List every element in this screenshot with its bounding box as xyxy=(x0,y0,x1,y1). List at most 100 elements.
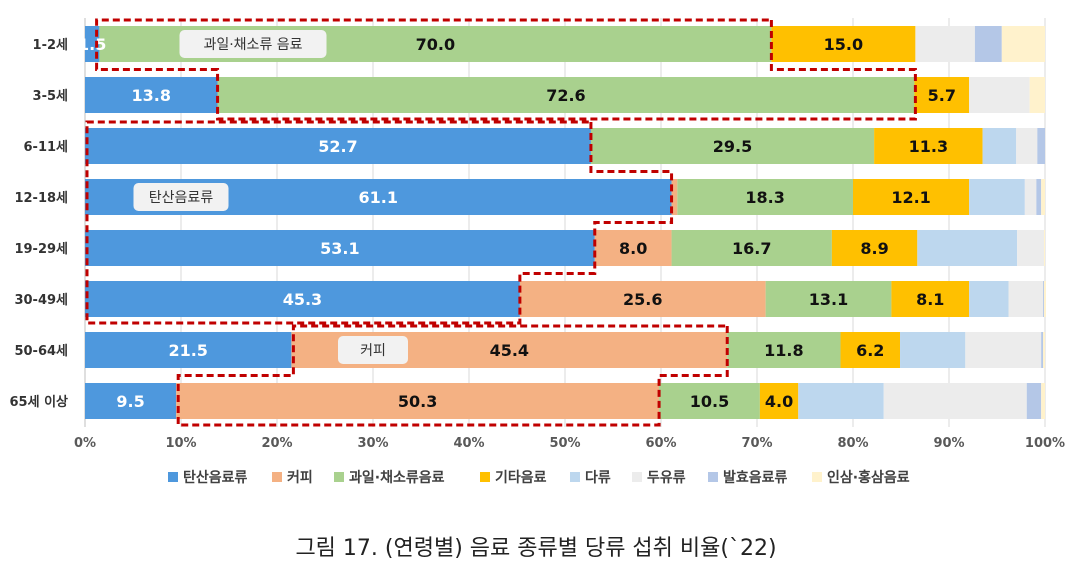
bar-segment xyxy=(590,128,875,164)
highlight-outline xyxy=(176,324,729,427)
data-label: 25.6 xyxy=(623,290,662,309)
annotation-box xyxy=(338,336,408,364)
data-label: 70.0 xyxy=(416,35,455,54)
bar-segment xyxy=(759,383,799,419)
data-label: 13.1 xyxy=(809,290,848,309)
legend-swatch xyxy=(480,472,490,482)
data-label: 4.0 xyxy=(765,392,793,411)
bar-segment xyxy=(1008,281,1044,317)
bar-segment xyxy=(982,128,1017,164)
y-tick-label: 1-2세 xyxy=(33,38,68,53)
y-tick-label: 65세 이상 xyxy=(10,394,69,410)
bar-segment xyxy=(1036,179,1042,215)
x-axis: 0% 10% 20% 30% 40% 50% 60% 70% 80% 90% 100% xyxy=(74,436,1065,451)
data-label: 72.6 xyxy=(546,86,585,105)
legend-swatch xyxy=(812,472,822,482)
legend-swatch xyxy=(570,472,580,482)
data-label: 11.8 xyxy=(764,341,803,360)
bar-segment xyxy=(798,383,884,419)
legend-swatch xyxy=(334,472,344,482)
bar-segment xyxy=(85,281,520,317)
bar-segment xyxy=(914,77,970,113)
data-label: 45.4 xyxy=(490,341,529,360)
bar-segment xyxy=(594,230,672,266)
bar-segment xyxy=(915,26,975,62)
data-label: 11.3 xyxy=(909,137,948,156)
bar-segment xyxy=(671,230,832,266)
bar-segment xyxy=(85,77,218,113)
data-label: 8.9 xyxy=(860,239,888,258)
x-tick-label: 80% xyxy=(837,436,868,451)
bar-segment xyxy=(1024,179,1037,215)
bar-segment xyxy=(917,230,1018,266)
bar-segment xyxy=(883,383,1027,419)
legend: 탄산음료류 커피 과일·채소류음료 기타음료 다류 두유류 발효음료류 인삼·홍삼음료 xyxy=(168,469,910,486)
y-tick-label: 30-49세 xyxy=(14,293,68,308)
annotation-box xyxy=(133,183,229,211)
highlight-outline xyxy=(95,18,917,121)
highlight-outline xyxy=(85,120,674,325)
bar-segment xyxy=(969,281,1009,317)
legend-label: 발효음료류 xyxy=(723,469,788,486)
data-label: 18.3 xyxy=(745,188,784,207)
bar-segment xyxy=(85,332,292,368)
data-label: 61.1 xyxy=(359,188,398,207)
x-tick-label: 20% xyxy=(261,436,292,451)
data-label: 15.0 xyxy=(824,35,863,54)
x-tick-label: 50% xyxy=(549,436,580,451)
data-label: 53.1 xyxy=(320,239,359,258)
bar-segment xyxy=(840,332,901,368)
y-tick-label: 6-11세 xyxy=(24,140,69,155)
data-label: 29.5 xyxy=(713,137,752,156)
annotation-text: 과일·채소류 음료 xyxy=(203,37,302,53)
bar-segment xyxy=(1043,281,1045,317)
bar-segment xyxy=(1041,332,1044,368)
y-tick-label: 3-5세 xyxy=(33,89,68,104)
x-tick-label: 70% xyxy=(741,436,772,451)
bar-segment xyxy=(874,128,983,164)
x-tick-label: 90% xyxy=(933,436,964,451)
data-labels: 1.5 70.0 15.0 13.8 72.6 5.7 52.7 29.5 11.3 61.1 18… xyxy=(78,35,956,411)
data-label: 52.7 xyxy=(318,137,357,156)
legend-swatch xyxy=(272,472,282,482)
bar-segment xyxy=(1043,332,1045,368)
bar-segment xyxy=(969,77,1030,113)
annotation-text: 탄산음료류 xyxy=(149,190,214,206)
bar-segment xyxy=(85,230,595,266)
legend-swatch xyxy=(708,472,718,482)
bar-segment xyxy=(831,230,918,266)
bar-segment xyxy=(1041,179,1045,215)
bar-segment xyxy=(1001,26,1045,62)
bar-segment xyxy=(519,281,766,317)
bar-segment xyxy=(85,383,177,419)
data-label: 1.5 xyxy=(78,35,106,54)
y-tick-label: 12-18세 xyxy=(14,191,68,206)
data-label: 5.7 xyxy=(928,86,956,105)
data-label: 12.1 xyxy=(891,188,930,207)
data-label: 45.3 xyxy=(283,290,322,309)
legend-label: 과일·채소류음료 xyxy=(349,470,445,486)
bar-segment xyxy=(1041,383,1045,419)
data-label: 9.5 xyxy=(116,392,144,411)
bar-segment xyxy=(974,26,1002,62)
bar-segment xyxy=(1037,128,1045,164)
bar-segment xyxy=(1016,128,1038,164)
bar-segment xyxy=(1017,230,1045,266)
y-axis: 1-2세 3-5세 6-11세 12-18세 19-29세 30-49세 50-64세 65세… xyxy=(10,38,69,410)
figure-caption: 그림 17. (연령별) 음료 종류별 당류 섭취 비율(`22) xyxy=(295,536,777,561)
x-tick-label: 100% xyxy=(1025,436,1065,451)
data-label: 10.5 xyxy=(690,392,729,411)
data-label: 8.0 xyxy=(619,239,647,258)
bar-segment xyxy=(217,77,915,113)
bar-segment xyxy=(1044,281,1046,317)
x-tick-label: 0% xyxy=(74,436,96,451)
legend-label: 인삼·홍삼음료 xyxy=(827,469,910,486)
bar-segment xyxy=(765,281,892,317)
legend-label: 다류 xyxy=(585,470,611,486)
annotation-box xyxy=(179,30,327,58)
x-tick-label: 40% xyxy=(453,436,484,451)
bar-segment xyxy=(1029,77,1045,113)
legend-swatch xyxy=(168,472,178,482)
bar-segment xyxy=(671,179,678,215)
